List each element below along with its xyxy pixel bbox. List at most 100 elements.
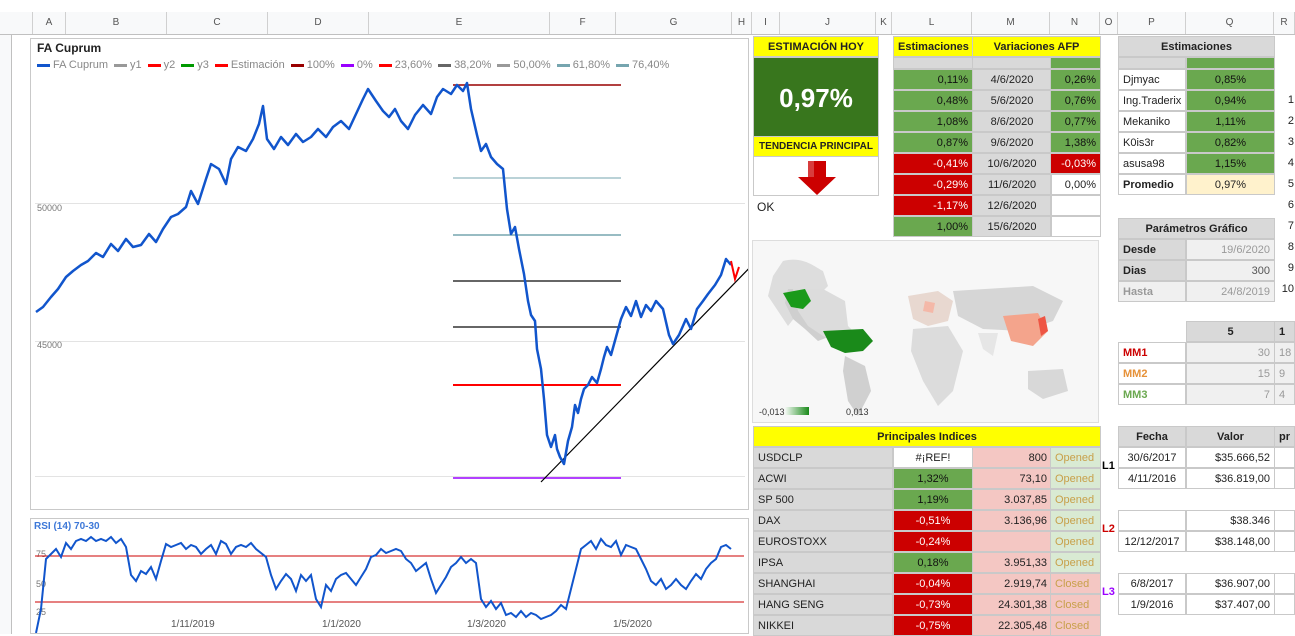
- index-percent[interactable]: -0,04%: [893, 573, 973, 594]
- index-value[interactable]: 22.305,48: [972, 615, 1052, 636]
- user-estimacion[interactable]: 0,97%: [1186, 174, 1275, 195]
- valor-value[interactable]: $38.148,00: [1186, 531, 1275, 552]
- afp-variacion[interactable]: 0,77%: [1050, 111, 1101, 132]
- column-header-l[interactable]: L: [892, 12, 972, 34]
- valor-value[interactable]: $35.666,52: [1186, 447, 1275, 468]
- index-value[interactable]: 3.951,33: [972, 552, 1052, 573]
- afp-variacion[interactable]: -0,03%: [1050, 153, 1101, 174]
- user-estimacion[interactable]: 0,82%: [1186, 132, 1275, 153]
- user-name[interactable]: Djmyac: [1118, 69, 1186, 90]
- user-name[interactable]: Ing.Traderix: [1118, 90, 1186, 111]
- index-name[interactable]: IPSA: [753, 552, 893, 573]
- estimacion-afp-value[interactable]: 1,08%: [893, 111, 973, 132]
- index-percent[interactable]: -0,24%: [893, 531, 973, 552]
- index-name[interactable]: EUROSTOXX: [753, 531, 893, 552]
- column-header-o[interactable]: O: [1100, 12, 1118, 34]
- user-name[interactable]: K0is3r: [1118, 132, 1186, 153]
- afp-date[interactable]: 8/6/2020: [972, 111, 1052, 132]
- mm-next-value[interactable]: 4: [1274, 384, 1295, 405]
- afp-variacion[interactable]: 0,00%: [1050, 174, 1101, 195]
- afp-variacion[interactable]: [1050, 195, 1101, 216]
- user-estimacion[interactable]: 0,94%: [1186, 90, 1275, 111]
- index-name[interactable]: ACWI: [753, 468, 893, 489]
- column-header-j[interactable]: J: [780, 12, 876, 34]
- extra-value[interactable]: [1274, 468, 1295, 489]
- extra-value[interactable]: [1274, 510, 1295, 531]
- estimacion-afp-value[interactable]: 0,87%: [893, 132, 973, 153]
- afp-date[interactable]: 9/6/2020: [972, 132, 1052, 153]
- index-percent[interactable]: 1,32%: [893, 468, 973, 489]
- estimacion-afp-value[interactable]: 0,11%: [893, 69, 973, 90]
- user-name[interactable]: Promedio: [1118, 174, 1186, 195]
- hasta-value[interactable]: 24/8/2019: [1186, 281, 1275, 302]
- index-name[interactable]: SHANGHAI: [753, 573, 893, 594]
- column-header-i[interactable]: I: [752, 12, 780, 34]
- index-percent[interactable]: -0,73%: [893, 594, 973, 615]
- column-header-d[interactable]: D: [268, 12, 369, 34]
- fecha-value[interactable]: 4/11/2016: [1118, 468, 1186, 489]
- index-percent[interactable]: #¡REF!: [893, 447, 973, 468]
- user-name[interactable]: Mekaniko: [1118, 111, 1186, 132]
- index-percent[interactable]: -0,75%: [893, 615, 973, 636]
- valor-value[interactable]: $37.407,00: [1186, 594, 1275, 615]
- afp-date[interactable]: 15/6/2020: [972, 216, 1052, 237]
- user-name[interactable]: asusa98: [1118, 153, 1186, 174]
- rsi-chart[interactable]: RSI (14) 70-30 75 50 25 1/11/2019 1/1/20…: [30, 518, 749, 634]
- fecha-value[interactable]: [1118, 510, 1186, 531]
- estimacion-afp-value[interactable]: -0,29%: [893, 174, 973, 195]
- geo-map-chart[interactable]: -0,013 0,013: [752, 240, 1099, 423]
- afp-variacion[interactable]: 0,26%: [1050, 69, 1101, 90]
- column-header-n[interactable]: N: [1050, 12, 1100, 34]
- estimacion-afp-value[interactable]: -1,17%: [893, 195, 973, 216]
- afp-date[interactable]: 10/6/2020: [972, 153, 1052, 174]
- column-header-f[interactable]: F: [550, 12, 616, 34]
- desde-value[interactable]: 19/6/2020: [1186, 239, 1275, 260]
- afp-variacion[interactable]: [1050, 216, 1101, 237]
- main-chart[interactable]: FA Cuprum FA Cuprum y1 y2 y3 Estimación 100% 0…: [30, 38, 749, 510]
- afp-date[interactable]: 5/6/2020: [972, 90, 1052, 111]
- column-header-m[interactable]: M: [972, 12, 1050, 34]
- column-header-h[interactable]: H: [732, 12, 752, 34]
- user-estimacion[interactable]: 1,15%: [1186, 153, 1275, 174]
- afp-variacion[interactable]: 0,76%: [1050, 90, 1101, 111]
- estimacion-afp-value[interactable]: 1,00%: [893, 216, 973, 237]
- index-name[interactable]: DAX: [753, 510, 893, 531]
- estimacion-afp-value[interactable]: 0,48%: [893, 90, 973, 111]
- index-value[interactable]: 73,10: [972, 468, 1052, 489]
- fecha-value[interactable]: 1/9/2016: [1118, 594, 1186, 615]
- index-value[interactable]: [972, 531, 1052, 552]
- column-header-b[interactable]: B: [66, 12, 167, 34]
- column-header-e[interactable]: E: [369, 12, 550, 34]
- index-name[interactable]: NIKKEI: [753, 615, 893, 636]
- mm-next-value[interactable]: 9: [1274, 363, 1295, 384]
- index-value[interactable]: 3.037,85: [972, 489, 1052, 510]
- mm-value[interactable]: 30: [1186, 342, 1275, 363]
- estimacion-afp-value[interactable]: -0,41%: [893, 153, 973, 174]
- column-header-q[interactable]: Q: [1186, 12, 1274, 34]
- column-header-corner[interactable]: [11, 12, 33, 34]
- index-name[interactable]: USDCLP: [753, 447, 893, 468]
- valor-value[interactable]: $36.819,00: [1186, 468, 1275, 489]
- column-header-c[interactable]: C: [167, 12, 268, 34]
- column-header-a[interactable]: A: [33, 12, 66, 34]
- afp-date[interactable]: 12/6/2020: [972, 195, 1052, 216]
- column-header-r[interactable]: R: [1274, 12, 1295, 34]
- index-value[interactable]: 2.919,74: [972, 573, 1052, 594]
- mm-next-value[interactable]: 18: [1274, 342, 1295, 363]
- index-percent[interactable]: 0,18%: [893, 552, 973, 573]
- valor-value[interactable]: $36.907,00: [1186, 573, 1275, 594]
- dias-value[interactable]: 300: [1186, 260, 1275, 281]
- extra-value[interactable]: [1274, 447, 1295, 468]
- afp-variacion[interactable]: 1,38%: [1050, 132, 1101, 153]
- mm-value[interactable]: 7: [1186, 384, 1275, 405]
- row-header-bar[interactable]: [0, 35, 12, 634]
- index-name[interactable]: HANG SENG: [753, 594, 893, 615]
- column-header-p[interactable]: P: [1118, 12, 1186, 34]
- index-name[interactable]: SP 500: [753, 489, 893, 510]
- fecha-value[interactable]: 30/6/2017: [1118, 447, 1186, 468]
- index-value[interactable]: 3.136,96: [972, 510, 1052, 531]
- index-percent[interactable]: -0,51%: [893, 510, 973, 531]
- extra-value[interactable]: [1274, 594, 1295, 615]
- valor-value[interactable]: $38.346: [1186, 510, 1275, 531]
- column-header-k[interactable]: K: [876, 12, 892, 34]
